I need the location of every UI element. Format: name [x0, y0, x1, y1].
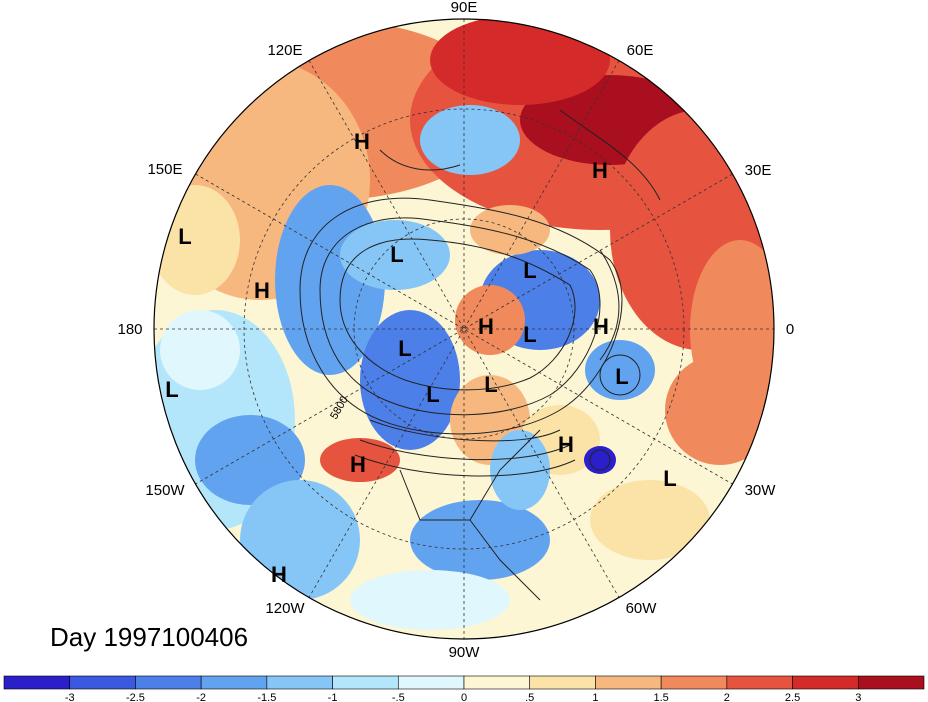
colorbar: -3 -2.5 -2 -1.5 -1 -.5 0 .5 1 1.5 2 2.5 3 [3, 675, 925, 702]
colorbar-swatch [135, 675, 202, 690]
graticule [154, 19, 774, 639]
pressure-center-l: L [165, 377, 178, 402]
lon-label-120w: 120W [265, 600, 305, 617]
map-boundary [153, 18, 775, 640]
colorbar-swatch [69, 675, 136, 690]
colorbar-swatch [857, 675, 925, 690]
colorbar-tick-label: -1.5 [257, 692, 276, 702]
pressure-center-l: L [523, 322, 536, 347]
lon-label-0: 0 [786, 321, 794, 338]
lon-label-30w: 30W [745, 482, 777, 499]
lon-label-60w: 60W [626, 600, 658, 617]
colorbar-swatch [792, 675, 859, 690]
lon-label-180: 180 [117, 321, 142, 338]
longitude-labels: 90E 60E 30E 0 30W 60W 90W 120W 150W 180 … [117, 0, 794, 661]
pressure-center-l: L [398, 336, 411, 361]
colorbar-tick-label: .5 [525, 692, 534, 702]
colorbar-swatch [726, 675, 793, 690]
colorbar-swatch [463, 675, 531, 690]
pressure-center-h: H [593, 314, 609, 339]
colorbar-tick-label: 0 [461, 692, 467, 702]
colorbar-tick-label: 3 [855, 692, 861, 702]
colorbar-tick-label: -3 [65, 692, 75, 702]
colorbar-swatch [595, 675, 662, 690]
pressure-center-h: H [592, 158, 608, 183]
pressure-center-h: H [558, 432, 574, 457]
colorbar-tick-label: 2.5 [785, 692, 800, 702]
colorbar-tick-label: -.5 [392, 692, 405, 702]
anomaly-field [154, 19, 774, 639]
colorbar-tick-label: 1 [592, 692, 598, 702]
contours [299, 109, 661, 601]
colorbar-swatch [266, 675, 333, 690]
pressure-center-l: L [523, 258, 536, 283]
colorbar-tick-label: 2 [724, 692, 730, 702]
pressure-centers: H H L H L L H L H L L L L L H H L H [165, 129, 676, 587]
lon-label-120e: 120E [267, 42, 302, 59]
pressure-center-l: L [426, 382, 439, 407]
pressure-center-h: H [354, 129, 370, 154]
pressure-center-l: L [390, 242, 403, 267]
lon-label-30e: 30E [745, 162, 772, 179]
pressure-center-l: L [178, 224, 191, 249]
pressure-center-l: L [615, 364, 628, 389]
lon-label-150w: 150W [145, 482, 185, 499]
colorbar-tick-label: -2 [196, 692, 206, 702]
lon-label-150e: 150E [147, 161, 182, 178]
pressure-center-l: L [484, 372, 497, 397]
pressure-center-h: H [350, 452, 366, 477]
lon-label-90w: 90W [449, 644, 481, 661]
colorbar-swatch [3, 675, 71, 690]
colorbar-tick-label: 1.5 [653, 692, 668, 702]
colorbar-swatch [200, 675, 268, 690]
colorbar-swatch [397, 675, 465, 690]
colorbar-swatch [332, 675, 399, 690]
pressure-center-l: L [663, 466, 676, 491]
colorbar-swatch [529, 675, 596, 690]
lon-label-60e: 60E [627, 42, 654, 59]
pressure-center-h: H [271, 562, 287, 587]
colorbar-tick-label: -2.5 [126, 692, 145, 702]
day-title: Day 1997100406 [50, 622, 248, 652]
colorbar-swatch [660, 675, 728, 690]
pressure-center-h: H [478, 314, 494, 339]
colorbar-tick-label: -1 [328, 692, 338, 702]
lon-label-90e: 90E [451, 0, 478, 16]
pressure-center-h: H [254, 278, 270, 303]
